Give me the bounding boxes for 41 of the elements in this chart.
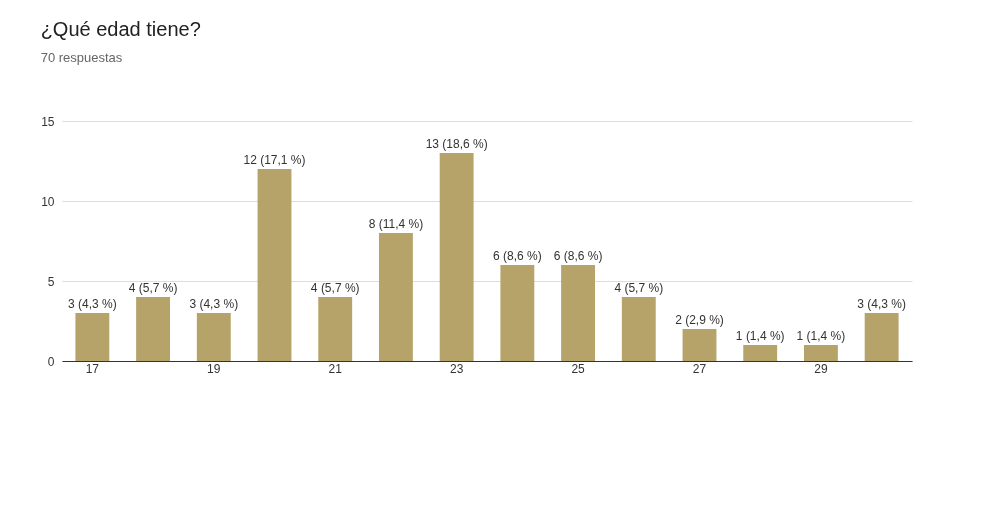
chart-subtitle: 70 respuestas (40, 50, 123, 65)
x-tick-label: 23 (449, 361, 464, 376)
data-label: 4 (5,7 %) (310, 281, 360, 295)
data-label: 3 (4,3 %) (857, 297, 906, 311)
x-tick-label: 19 (207, 361, 221, 376)
x-tick-label: 21 (328, 361, 343, 376)
y-tick-label: 5 (47, 274, 55, 289)
data-label: 3 (4,3 %) (189, 297, 239, 311)
bar (75, 313, 110, 361)
y-tick-label: 0 (47, 354, 55, 369)
data-label: 1 (1,4 %) (735, 329, 785, 343)
bar (318, 297, 353, 361)
data-label: 3 (4,3 %) (68, 297, 117, 311)
data-label: 12 (17,1 %) (243, 153, 306, 167)
bar (864, 313, 899, 361)
data-label: 4 (5,7 %) (128, 281, 178, 295)
bar (561, 265, 596, 361)
data-label: 2 (2,9 %) (675, 313, 724, 327)
data-label: 1 (1,4 %) (796, 329, 846, 343)
data-label: 6 (8,6 %) (493, 249, 542, 263)
bar (743, 345, 778, 361)
x-tick-label: 29 (814, 361, 828, 376)
data-label: 6 (8,6 %) (553, 249, 603, 263)
bar (257, 169, 292, 361)
bar (439, 153, 474, 361)
bar (378, 233, 413, 361)
x-tick-label: 25 (571, 361, 586, 376)
chart-title: ¿Qué edad tiene? (40, 18, 201, 40)
bar (682, 329, 717, 361)
bar (500, 265, 535, 361)
data-label: 4 (5,7 %) (614, 281, 664, 295)
x-tick-label: 27 (692, 361, 707, 376)
bar (136, 297, 171, 361)
y-tick-label: 15 (41, 114, 55, 129)
y-tick-label: 10 (41, 194, 55, 209)
bar (621, 297, 656, 361)
data-label: 13 (18,6 %) (425, 137, 488, 151)
bar (196, 313, 231, 361)
bar (803, 345, 838, 361)
data-label: 8 (11,4 %) (368, 217, 424, 231)
x-tick-label: 17 (85, 361, 100, 376)
